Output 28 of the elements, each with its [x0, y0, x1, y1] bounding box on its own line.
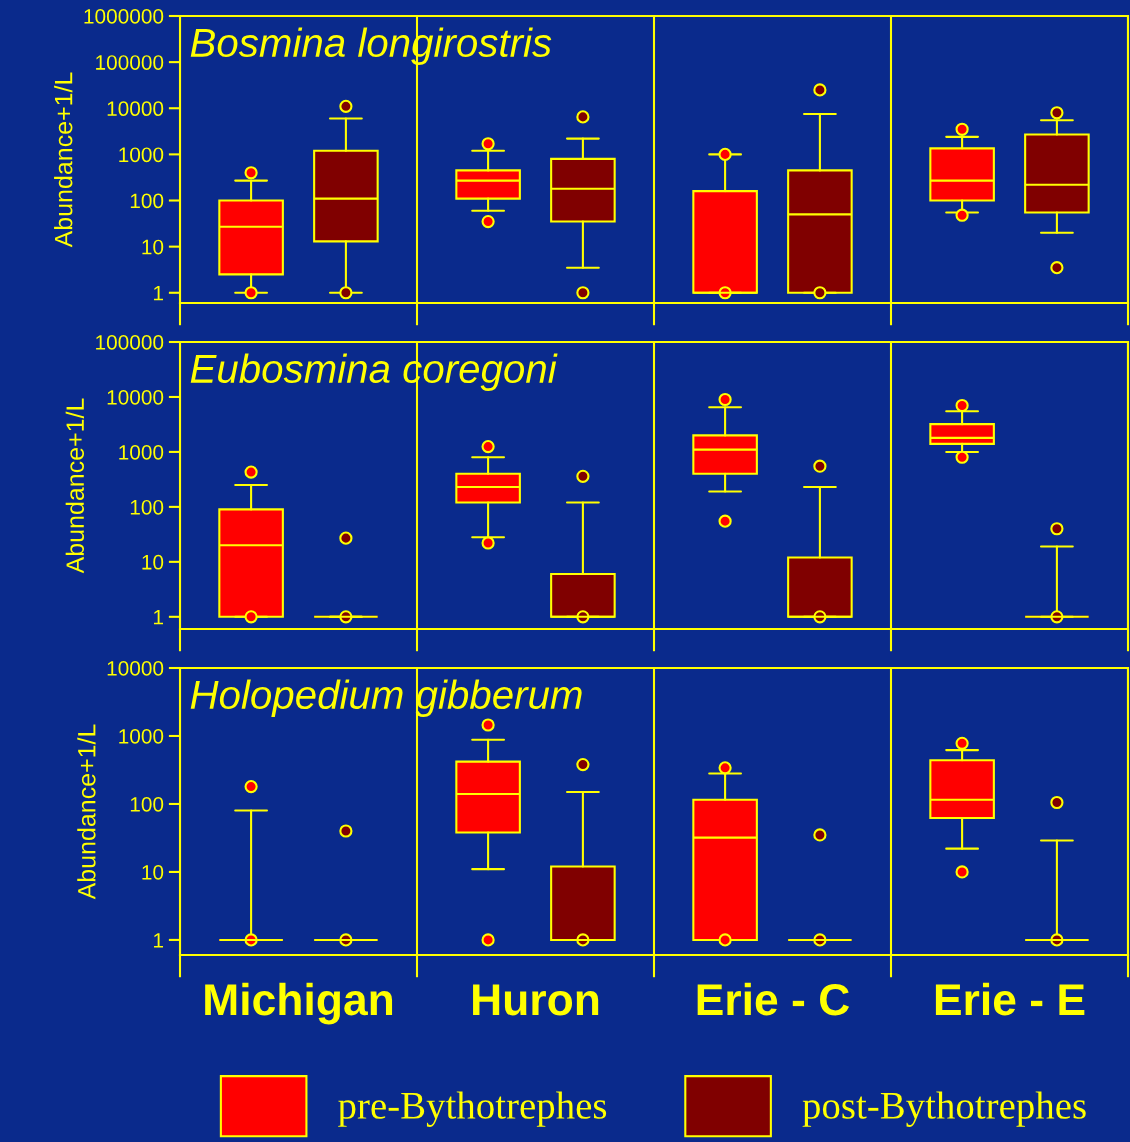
y-tick-label: 1	[154, 610, 164, 625]
x-tick-label: Michigan	[205, 982, 393, 1025]
legend-label: pre-Bythotrephes	[338, 1091, 607, 1127]
y-tick-label: 1000000	[84, 9, 164, 24]
y-tick-label: 100000	[96, 335, 164, 350]
y-tick-label: 1000	[119, 147, 164, 163]
legend-label: post-Bythotrephes	[802, 1091, 1086, 1127]
x-tick-label: Huron	[473, 984, 599, 1016]
y-tick-label: 10	[142, 864, 164, 880]
y-tick-label: 10000	[107, 389, 164, 405]
y-tick-label: 10	[142, 239, 164, 255]
y-tick-label: 1	[154, 933, 164, 948]
y-axis-title: Abundance+1/L	[54, 72, 73, 248]
y-tick-label: 10000	[107, 661, 164, 676]
y-tick-label: 100000	[96, 55, 164, 70]
y-tick-label: 1	[154, 285, 164, 301]
y-tick-label: 1000	[119, 444, 164, 460]
y-tick-label: 1000	[119, 728, 164, 744]
x-tick-label: Erie - C	[697, 982, 850, 1016]
y-axis-title: Abundance+1/L	[77, 724, 96, 900]
y-tick-label: 10000	[107, 101, 164, 117]
y-tick-label: 100	[130, 796, 164, 812]
y-tick-label: 10	[142, 554, 164, 570]
chart-title: Holopedium gibberum	[190, 679, 582, 718]
x-tick-label: Erie - E	[935, 982, 1085, 1016]
y-tick-label: 100	[130, 193, 164, 209]
y-tick-label: 100	[130, 499, 164, 515]
y-axis-title: Abundance+1/L	[65, 398, 85, 574]
